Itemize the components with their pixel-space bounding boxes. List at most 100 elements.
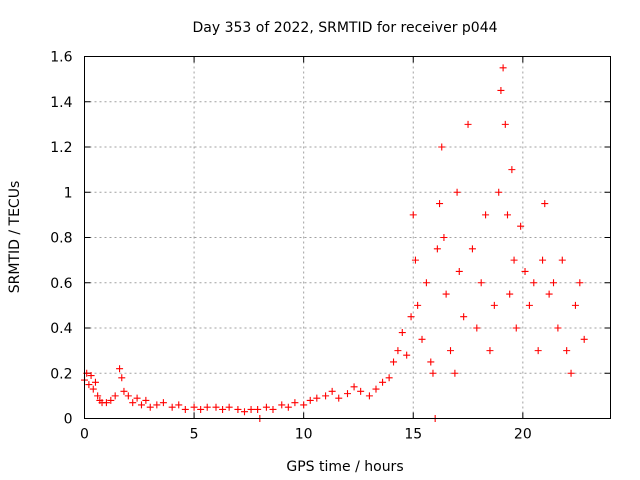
data-point [111, 392, 119, 400]
data-point [451, 369, 459, 377]
data-point [576, 279, 584, 287]
data-point [438, 143, 446, 151]
data-point [159, 399, 167, 407]
x-tick-label: 5 [190, 427, 199, 443]
data-point [372, 385, 380, 393]
data-point [460, 313, 468, 321]
data-point [550, 279, 558, 287]
data-point [525, 301, 533, 309]
y-tick-label: 0.2 [50, 366, 72, 382]
data-point [436, 200, 444, 208]
data-point [455, 267, 463, 275]
data-point [120, 387, 128, 395]
data-point [440, 234, 448, 241]
data-point [534, 347, 542, 355]
y-tick-label: 1.6 [50, 50, 72, 66]
data-point [175, 401, 183, 409]
x-tick-label: 10 [295, 427, 313, 443]
x-tick-labels: 0 5 10 15 20 [80, 427, 532, 443]
data-point [306, 396, 314, 404]
data-point [477, 279, 485, 287]
data-point [508, 166, 516, 174]
data-point [89, 385, 97, 393]
data-point [153, 401, 161, 409]
data-point [197, 405, 205, 413]
data-point [503, 211, 511, 219]
data-point [497, 86, 505, 94]
y-axis-label: SRMTID / TECUs [7, 181, 23, 294]
data-point [567, 369, 575, 377]
y-tick-label: 1 [64, 185, 73, 201]
data-point [453, 188, 461, 196]
y-tick-label: 0 [64, 412, 73, 428]
data-point [390, 358, 398, 366]
data-point [563, 347, 571, 355]
data-point [133, 394, 141, 402]
data-point [418, 335, 426, 343]
data-point [203, 403, 211, 411]
x-tick-label: 0 [80, 427, 89, 443]
data-point [102, 399, 110, 407]
data-point [137, 401, 145, 409]
data-point [262, 403, 270, 411]
data-point [107, 396, 115, 404]
data-point [571, 301, 579, 309]
data-point [409, 211, 417, 219]
data-point [495, 188, 503, 196]
data-point [558, 256, 566, 264]
y-tick-label: 0.8 [50, 231, 72, 247]
data-point [313, 394, 321, 402]
data-point [422, 279, 430, 287]
data-point [499, 64, 507, 72]
data-point [385, 374, 393, 382]
data-point [512, 324, 520, 332]
data-point [482, 211, 490, 219]
data-point [269, 405, 277, 413]
data-point [490, 301, 498, 309]
data-point [530, 279, 538, 287]
data-point [403, 351, 411, 359]
data-point [168, 403, 176, 411]
data-point [464, 120, 472, 128]
data-points [81, 64, 588, 422]
grid-lines [84, 56, 611, 419]
data-point [94, 392, 102, 400]
data-point [398, 329, 406, 337]
data-point [394, 347, 402, 355]
x-tick-label: 20 [514, 427, 532, 443]
data-point [447, 347, 455, 355]
y-tick-labels: 0 0.2 0.4 0.6 0.8 1 1.2 1.4 1.6 [50, 50, 72, 428]
data-point [433, 245, 441, 253]
data-point [357, 387, 365, 395]
data-point [429, 369, 437, 377]
data-point [541, 200, 549, 208]
data-point [247, 405, 255, 413]
data-point [539, 256, 547, 264]
data-point [190, 403, 198, 411]
data-point [240, 408, 248, 416]
y-tick-label: 0.4 [50, 321, 72, 337]
data-point [506, 290, 514, 298]
data-point [85, 381, 93, 389]
data-point [284, 403, 292, 411]
data-point [328, 387, 336, 395]
data-point [545, 290, 553, 298]
data-point [407, 313, 415, 321]
data-point [142, 396, 150, 404]
data-point [322, 392, 330, 400]
axis-ticks [84, 56, 611, 419]
x-axis-label: GPS time / hours [286, 459, 403, 475]
data-point [510, 256, 518, 264]
data-point [124, 392, 132, 400]
data-point [554, 324, 562, 332]
data-point [335, 394, 343, 402]
data-point [486, 347, 494, 355]
data-point [344, 390, 351, 398]
x-tick-label: 15 [404, 427, 422, 443]
data-point [254, 405, 262, 413]
data-point [181, 405, 189, 413]
y-tick-label: 0.6 [50, 276, 72, 292]
data-point [129, 399, 137, 407]
data-point [118, 374, 126, 382]
